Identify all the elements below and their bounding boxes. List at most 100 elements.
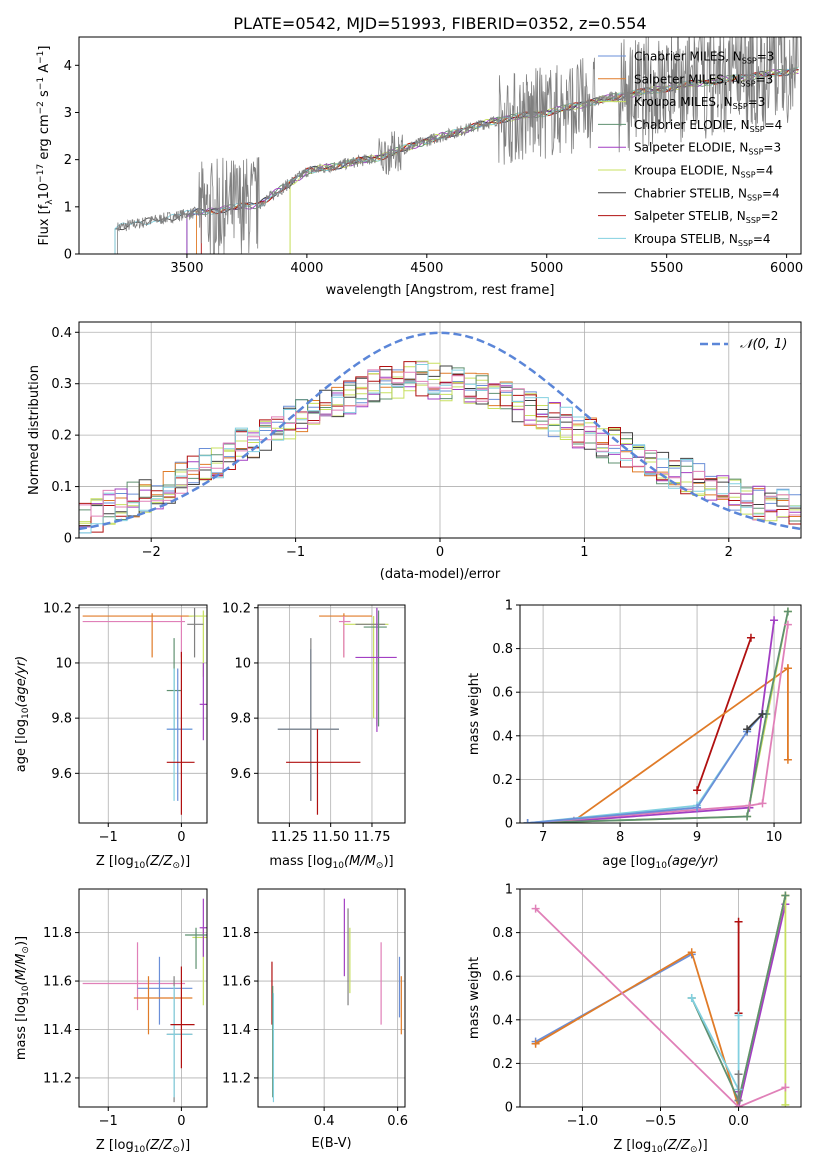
y-tick-label: 1 [505, 883, 513, 898]
weight-marker [687, 948, 696, 957]
weight-marker [531, 904, 540, 913]
axis-label-part: mass [log [269, 854, 332, 869]
weight-marker [783, 620, 792, 629]
weight-series-line [527, 611, 789, 823]
legend-label-sub: SSP [746, 216, 761, 225]
weight-marker [523, 819, 532, 823]
x-tick-label: 0 [436, 545, 444, 560]
y-tick-label: 0.2 [51, 429, 72, 444]
y-tick-label: 11.6 [43, 975, 72, 990]
y-tick-label: 0.8 [492, 642, 513, 657]
weight-series-line [737, 904, 787, 1107]
x-axis-label: (data-model)/error [380, 567, 501, 582]
x-tick-label: 11.50 [312, 830, 349, 845]
y-axis-label: mass [log10(M/M⊙)] [14, 936, 31, 1060]
plot-area-weight-vs-Z [531, 891, 790, 1107]
x-axis-label: age [log10(age/yr) [602, 854, 718, 871]
plot-area-mass-vs-EBV [271, 898, 402, 1103]
y-tick-label: 11.2 [222, 1071, 251, 1086]
axes-frame [78, 888, 208, 1108]
y-tick-label: 0 [505, 1101, 513, 1116]
axes-frame [78, 604, 208, 824]
x-tick-label: 6000 [770, 261, 803, 276]
weight-marker [687, 994, 696, 1002]
gaussian-curve [79, 331, 801, 531]
x-tick-label: 1 [580, 545, 588, 560]
axis-label-part: Z [log [96, 1138, 134, 1153]
y-tick-label: 11.2 [43, 1071, 72, 1086]
axis-label-sub: ⊙ [21, 946, 31, 954]
axis-label-sub: 10 [21, 985, 31, 997]
plot-area-spectrum [114, 37, 799, 254]
y-axis-label-part: erg cm [37, 114, 52, 163]
legend-label: Kroupa ELODIE, NSSP=4 [634, 164, 773, 180]
y-tick-label: 0.2 [492, 773, 513, 788]
y-axis-label: Flux [fλ10−17 erg cm−2 s−1 A−1] [36, 46, 55, 246]
x-axis-label: Z [log10(Z/Z⊙)] [96, 854, 190, 871]
x-tick-label: 4000 [290, 261, 323, 276]
axis-label-sub: ⊙ [172, 1145, 180, 1155]
weight-marker [783, 755, 792, 764]
y-tick-label: 0.4 [51, 326, 72, 341]
legend-label-text: Salpeter STELIB, N [634, 209, 746, 223]
weight-marker [734, 917, 743, 926]
weight-marker [734, 1070, 743, 1079]
x-axis-label: mass [log10(M/M⊙)] [269, 854, 393, 871]
y-axis-label: mass weight [467, 957, 482, 1039]
legend-label: 𝒩(0, 1) [740, 337, 787, 352]
y-tick-label: 10.2 [222, 601, 251, 616]
axes-frame [78, 36, 802, 255]
y-axis-label: age [log10(age/yr) [14, 656, 31, 772]
x-tick-label: 8 [616, 830, 624, 845]
axis-label-part: )] [180, 1138, 190, 1153]
observed-spectrum-line [117, 37, 799, 254]
weight-marker [734, 1011, 743, 1020]
axis-label-part: (Z/Z [145, 1138, 173, 1153]
legend-label-text: =2 [761, 209, 779, 223]
axis-label-part: )] [180, 854, 190, 869]
legend-label-text: =4 [762, 186, 780, 200]
y-tick-label: 10 [55, 656, 72, 671]
weight-marker [745, 801, 754, 810]
axes-frame [519, 604, 802, 824]
y-tick-label: 1 [505, 599, 513, 614]
weight-marker [693, 786, 702, 795]
y-tick-label: 11.4 [43, 1023, 72, 1038]
legend-label-text: =4 [765, 118, 783, 132]
y-tick-label: 9.8 [51, 712, 72, 727]
y-tick-label: 0.4 [492, 1013, 513, 1028]
weight-marker [693, 803, 702, 812]
panel-mass-vs-EBV: 0.4 0.6 11.2 11.4 11.6 11.8 E(B-V) [222, 888, 408, 1151]
x-tick-label: 7 [539, 830, 547, 845]
x-axis-label: E(B-V) [311, 1136, 351, 1151]
y-tick-label: 0 [64, 248, 72, 263]
panel-spectrum: 3500 4000 4500 5000 5500 6000 0 1 2 3 4 wavelength … [36, 36, 803, 298]
y-tick-label: 0.4 [492, 729, 513, 744]
legend-label-text: Salpeter ELODIE, N [634, 141, 748, 155]
legend-label-sub: SSP [741, 171, 756, 180]
plot-area-age-vs-Z [82, 607, 207, 815]
x-tick-label: 11.75 [353, 830, 390, 845]
axis-label-part: mass [log [14, 997, 29, 1060]
axis-label-part: Z [log [613, 1138, 651, 1153]
weight-marker [734, 1096, 743, 1105]
weight-marker [743, 725, 752, 734]
axis-label-sub: ⊙ [376, 861, 384, 871]
legend-label-sub: SSP [738, 239, 753, 248]
weight-marker [746, 633, 755, 642]
legend-label-sub: SSP [747, 193, 762, 202]
weight-marker [743, 812, 752, 821]
x-tick-label: 5500 [650, 261, 683, 276]
y-axis-label-sub: λ [45, 199, 55, 205]
axis-label-part: )] [698, 1138, 708, 1153]
axis-label-part: age [log [14, 719, 29, 772]
panel-mass-vs-Z: −1 011.211.411.611.8Z [log10(Z/Z⊙)]mass [… [14, 888, 208, 1155]
y-tick-label: 0 [64, 532, 72, 547]
weight-marker [758, 799, 767, 808]
y-tick-label: 3 [64, 106, 72, 121]
legend-label-text: Salpeter MILES, N [634, 72, 741, 86]
y-axis-label-part: 10 [37, 183, 52, 200]
plot-area-mass-vs-Z [82, 898, 207, 1103]
